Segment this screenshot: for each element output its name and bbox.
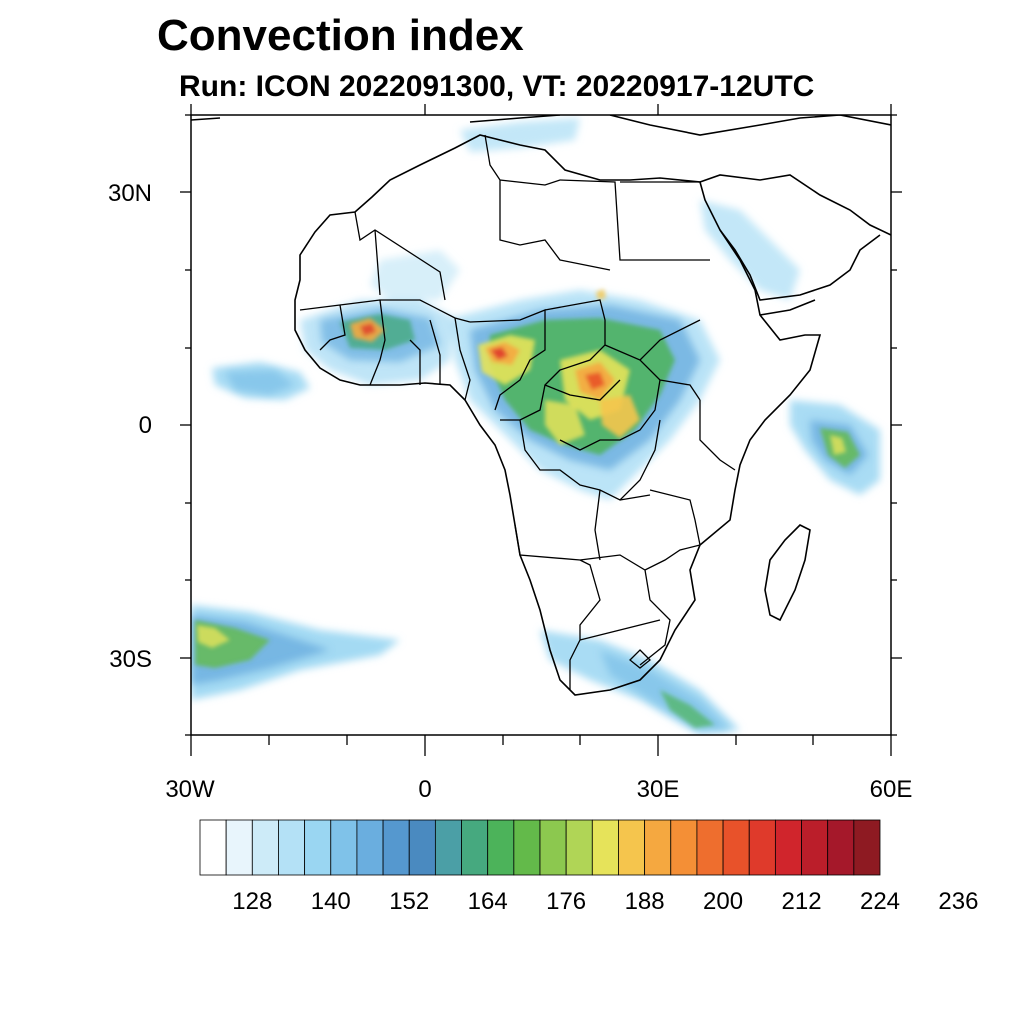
chart-subtitle: Run: ICON 2022091300, VT: 20220917-12UTC xyxy=(179,70,815,103)
colorbar-swatch xyxy=(199,819,227,876)
colorbar-swatch xyxy=(801,819,829,876)
axis-ticks xyxy=(180,104,902,756)
convection-area-red-sea xyxy=(700,200,800,300)
colorbar-swatch xyxy=(722,819,750,876)
colorbar-swatch xyxy=(487,819,515,876)
colorbar-swatch xyxy=(304,819,332,876)
lon-label-30e: 30E xyxy=(636,776,680,803)
europe-coastline xyxy=(191,115,891,136)
north-africa-borders xyxy=(354,134,710,301)
country-borders xyxy=(299,134,736,690)
colorbar-tick-label: 188 xyxy=(624,888,665,915)
central-africa-borders xyxy=(469,299,736,501)
convection-field xyxy=(191,118,880,735)
colorbar-swatch xyxy=(434,819,462,876)
colorbar-swatch xyxy=(382,819,410,876)
colorbar-tick-label: 212 xyxy=(781,888,822,915)
colorbar-swatch xyxy=(513,819,541,876)
colorbar-tick-label: 200 xyxy=(703,888,744,915)
colorbar-swatch xyxy=(670,819,698,876)
colorbar-swatch xyxy=(618,819,646,876)
madagascar-coastline xyxy=(764,524,811,622)
africa-coastline xyxy=(294,134,822,696)
convection-area-sahel-band xyxy=(370,250,460,300)
colorbar-tick-label: 140 xyxy=(310,888,351,915)
coastlines xyxy=(191,115,891,696)
colorbar-swatch xyxy=(251,819,279,876)
colorbar-swatch xyxy=(565,819,593,876)
colorbar-swatch xyxy=(774,819,802,876)
convection-area-mediterranean xyxy=(460,118,580,152)
colorbar-swatch xyxy=(461,819,489,876)
colorbar-swatch xyxy=(278,819,306,876)
colorbar xyxy=(199,819,881,876)
colorbar-swatch xyxy=(356,819,384,876)
lat-label-0: 0 xyxy=(138,412,152,439)
lon-label-30w: 30W xyxy=(165,776,215,803)
colorbar-tick-label: 236 xyxy=(938,888,979,915)
colorbar-swatch xyxy=(408,819,436,876)
arabia-coastline xyxy=(699,174,891,316)
colorbar-swatch xyxy=(539,819,567,876)
lat-label-30n: 30N xyxy=(107,180,152,207)
colorbar-swatch xyxy=(225,819,253,876)
colorbar-swatch xyxy=(591,819,619,876)
lon-label-0: 0 xyxy=(418,776,432,803)
chart-title: Convection index xyxy=(157,11,524,60)
colorbar-swatch xyxy=(853,819,881,876)
colorbar-tick-label: 128 xyxy=(232,888,273,915)
colorbar-tick-label: 164 xyxy=(467,888,508,915)
colorbar-tick-label: 176 xyxy=(546,888,587,915)
colorbar-tick-label: 152 xyxy=(389,888,430,915)
colorbar-swatch xyxy=(696,819,724,876)
colorbar-swatch xyxy=(330,819,358,876)
convection-hot-layer xyxy=(197,289,846,648)
lat-label-30s: 30S xyxy=(109,646,152,673)
lon-label-60e: 60E xyxy=(869,776,913,803)
west-africa-borders xyxy=(299,299,471,401)
colorbar-swatch xyxy=(644,819,672,876)
colorbar-swatch xyxy=(827,819,855,876)
colorbar-swatch xyxy=(748,819,776,876)
colorbar-tick-label: 224 xyxy=(859,888,901,915)
southern-africa-borders xyxy=(514,489,701,690)
